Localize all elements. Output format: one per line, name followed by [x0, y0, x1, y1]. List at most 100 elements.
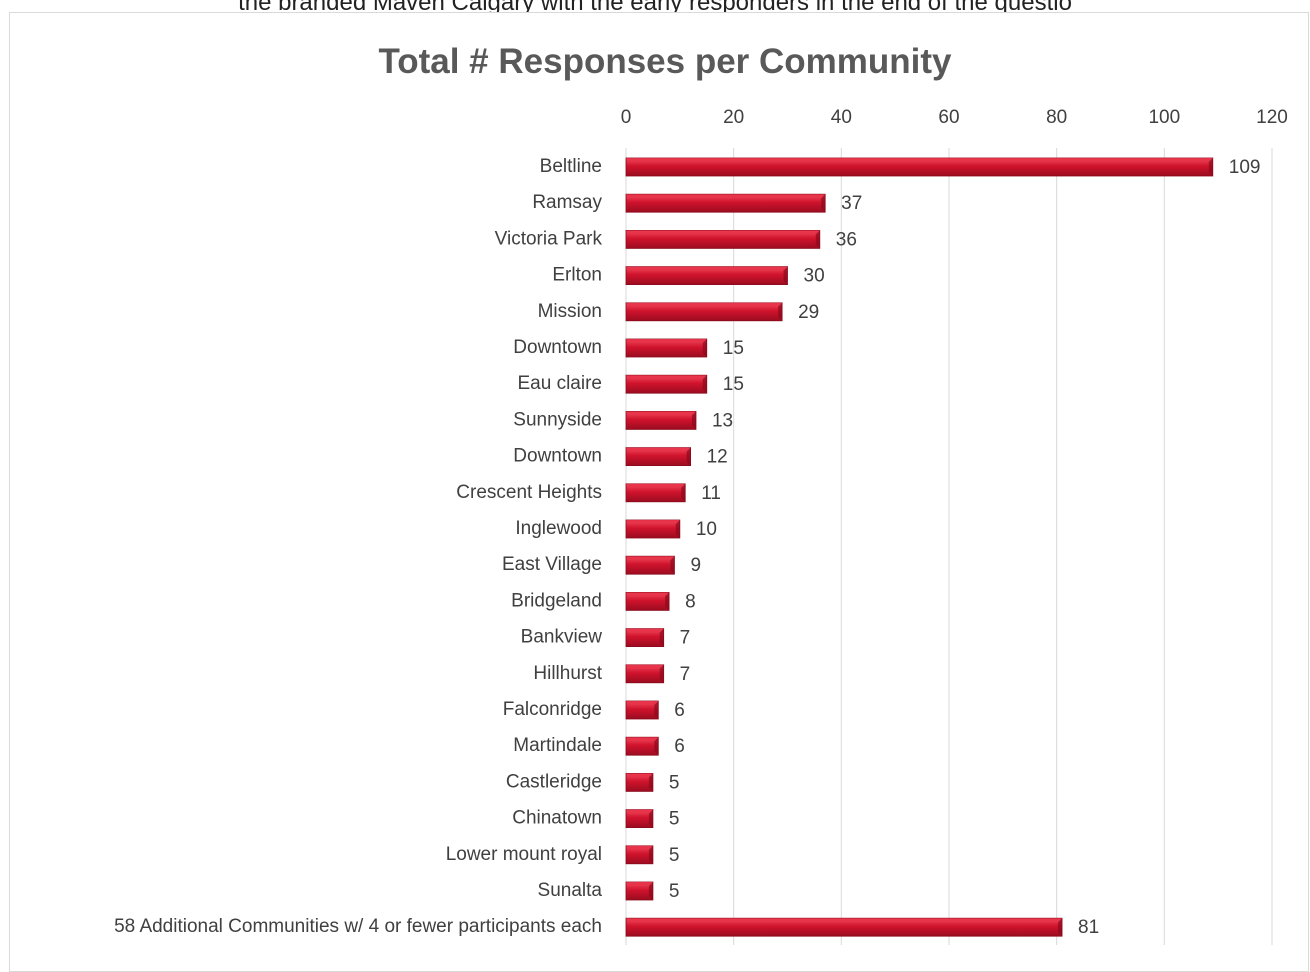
bar-bevel-end	[681, 483, 686, 502]
data-label: 6	[674, 736, 685, 757]
bar-bevel-end	[691, 411, 696, 430]
data-label: 5	[669, 845, 680, 866]
bar-bevel-end	[659, 628, 664, 647]
bar	[625, 157, 1214, 177]
data-label: 10	[696, 519, 717, 540]
bar-bevel-end	[815, 230, 820, 249]
bars	[625, 157, 1214, 937]
data-label: 5	[669, 772, 680, 793]
bar-bevel-end	[1208, 158, 1213, 176]
category-label: Eau claire	[518, 373, 603, 394]
data-label: 30	[804, 266, 825, 287]
category-label: Downtown	[513, 446, 602, 467]
bar-bevel-top	[626, 809, 653, 814]
bar	[625, 374, 708, 394]
category-label: Downtown	[513, 337, 602, 358]
bar-bevel-end	[648, 882, 653, 900]
category-label: Ramsay	[532, 192, 602, 213]
bar-bevel-end	[783, 266, 788, 285]
data-label: 29	[798, 302, 819, 323]
category-label: Falconridge	[503, 699, 602, 720]
bar-bevel-end	[648, 773, 653, 792]
data-label: 37	[841, 193, 862, 214]
data-label: 8	[685, 591, 696, 612]
bar	[625, 881, 654, 901]
data-label: 6	[674, 700, 685, 721]
data-label: 5	[669, 881, 680, 902]
data-label: 7	[680, 664, 691, 685]
bar	[625, 229, 821, 249]
data-label: 7	[680, 628, 691, 649]
bar	[625, 845, 654, 865]
bar	[625, 809, 654, 828]
x-tick-label: 20	[723, 107, 744, 128]
category-label: East Village	[502, 554, 602, 575]
category-label: Victoria Park	[495, 228, 603, 249]
data-label: 81	[1078, 917, 1099, 938]
category-label: Mission	[538, 301, 602, 322]
category-label: Inglewood	[515, 518, 602, 539]
bar-bevel-top	[626, 918, 1063, 923]
bar	[625, 483, 686, 503]
category-label: Hillhurst	[533, 663, 602, 684]
bar	[625, 555, 675, 575]
x-axis-ticks: 0 20 40 60 80 100 120	[621, 107, 1288, 128]
bar	[625, 700, 659, 720]
category-label: Beltline	[540, 156, 602, 177]
bar-bevel-end	[654, 701, 659, 719]
bar-bevel-top	[626, 592, 670, 597]
category-label: Erlton	[552, 265, 602, 286]
data-label: 15	[723, 338, 744, 359]
bar-bevel-top	[626, 664, 664, 669]
bar-bevel-top	[626, 339, 707, 343]
bar	[625, 302, 783, 322]
data-label: 13	[712, 410, 733, 431]
bar-bevel-end	[670, 556, 675, 575]
bar-bevel-top	[626, 773, 653, 778]
bar-bevel-end	[654, 737, 659, 756]
bar-bevel-end	[648, 809, 653, 828]
bar	[625, 266, 788, 286]
bar-bevel-top	[626, 447, 691, 452]
bar	[625, 592, 670, 611]
bar-bevel-top	[626, 483, 686, 488]
bar	[625, 628, 665, 647]
category-label: Bankview	[521, 627, 603, 648]
category-label: 58 Additional Communities w/ 4 or fewer …	[114, 916, 602, 937]
bar	[625, 773, 654, 792]
bar-bevel-top	[626, 411, 696, 416]
bar-bevel-top	[626, 845, 653, 850]
data-label: 12	[707, 447, 728, 468]
category-label: Sunnyside	[513, 409, 602, 430]
bar-bevel-end	[675, 520, 680, 538]
bar-bevel-top	[626, 520, 680, 524]
bar-bevel-end	[648, 845, 653, 864]
x-tick-label: 40	[831, 107, 852, 128]
bar-bevel-top	[626, 266, 788, 271]
bar-bevel-top	[626, 375, 707, 380]
category-label: Sunalta	[538, 880, 603, 901]
bar-bevel-end	[1058, 918, 1063, 937]
bar	[625, 447, 691, 467]
bar-bevel-top	[626, 194, 826, 199]
data-label: 9	[690, 555, 701, 576]
category-label: Castleridge	[506, 771, 602, 792]
data-label: 5	[669, 809, 680, 830]
bar-bevel-top	[626, 701, 659, 705]
x-tick-label: 120	[1256, 107, 1288, 128]
category-label: Chinatown	[512, 808, 602, 829]
bar	[625, 736, 659, 756]
data-label: 11	[701, 483, 721, 504]
bar	[625, 193, 826, 213]
bar-bevel-top	[626, 158, 1213, 162]
category-label: Crescent Heights	[456, 482, 602, 503]
bar-bevel-end	[659, 664, 664, 683]
data-label: 109	[1229, 157, 1261, 178]
bar	[625, 664, 665, 684]
bar-bevel-top	[626, 882, 653, 886]
data-label: 36	[836, 229, 857, 250]
x-tick-label: 60	[938, 107, 959, 128]
chart-title: Total # Responses per Community	[378, 42, 952, 81]
